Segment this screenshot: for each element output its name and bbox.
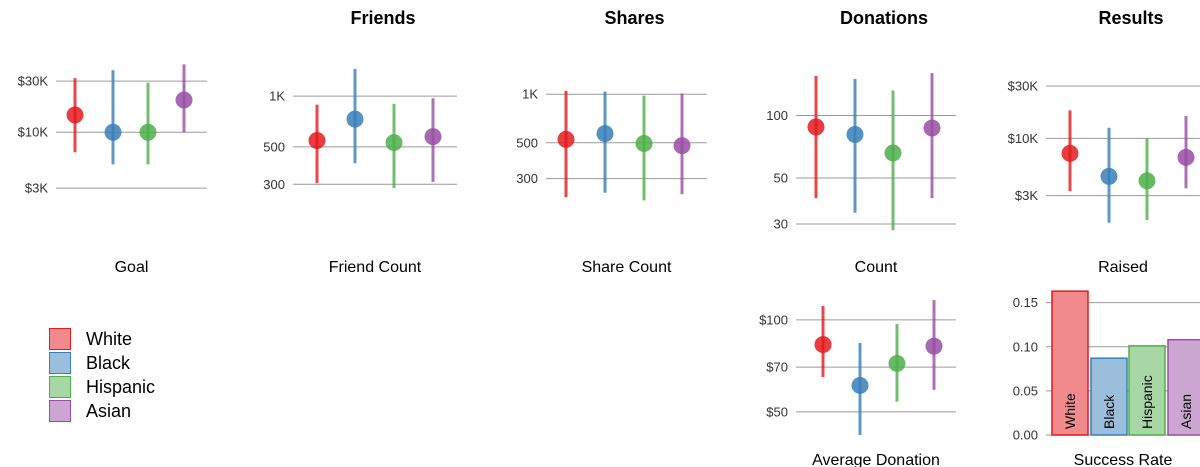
shares-title: Shares	[604, 8, 664, 28]
shares-point-white	[558, 131, 575, 148]
legend: White Black Hispanic Asian	[49, 327, 155, 423]
friends-point-black	[347, 111, 364, 128]
friends-tick-label: 1K	[269, 89, 285, 104]
friends-tick-label: 500	[263, 139, 285, 154]
donations-title: Donations	[840, 8, 928, 28]
goal-point-asian	[176, 92, 193, 109]
friends-point-hispanic	[386, 134, 403, 151]
legend-swatch-hispanic	[49, 376, 71, 398]
goal-tick-label: $10K	[18, 125, 49, 140]
results-point-black	[1101, 168, 1118, 185]
legend-item-black: Black	[49, 351, 155, 375]
legend-label-black: Black	[86, 353, 130, 374]
avg-donation-tick-label: $100	[759, 312, 788, 327]
results-title: Results	[1098, 8, 1163, 28]
avg-donation-point-hispanic	[889, 355, 906, 372]
shares-tick-label: 1K	[522, 87, 538, 102]
legend-label-hispanic: Hispanic	[86, 377, 155, 398]
results-tick-label: $3K	[1015, 188, 1038, 203]
friends-point-asian	[425, 128, 442, 145]
friends-point-white	[309, 132, 326, 149]
results-point-white	[1062, 145, 1079, 162]
legend-item-asian: Asian	[49, 399, 155, 423]
shares-point-asian	[674, 137, 691, 154]
donations-point-black	[847, 126, 864, 143]
goal-tick-label: $3K	[25, 181, 48, 196]
shares-tick-label: 500	[516, 135, 538, 150]
goal-xlabel: Goal	[115, 259, 149, 276]
avg-donation-point-black	[852, 377, 869, 394]
shares-point-black	[597, 125, 614, 142]
bar-label-black: Black	[1101, 394, 1117, 429]
legend-label-asian: Asian	[86, 401, 131, 422]
results-point-hispanic	[1139, 172, 1156, 189]
bar-label-white: White	[1062, 393, 1078, 429]
friends-tick-label: 300	[263, 177, 285, 192]
donations-point-hispanic	[885, 144, 902, 161]
success-rate-tick-label: 0.00	[1013, 428, 1038, 443]
bar-label-hispanic: Hispanic	[1139, 375, 1155, 429]
donations-xlabel: Count	[855, 259, 898, 276]
results-tick-label: $30K	[1008, 79, 1039, 94]
success-rate-tick-label: 0.05	[1013, 383, 1038, 398]
legend-label-white: White	[86, 329, 132, 350]
avg-donation-point-white	[815, 336, 832, 353]
donations-tick-label: 30	[774, 217, 788, 232]
avg-donation-xlabel: Average Donation	[812, 452, 940, 467]
results-xlabel: Raised	[1098, 259, 1148, 276]
avg-donation-tick-label: $70	[766, 360, 788, 375]
shares-point-hispanic	[636, 135, 653, 152]
goal-point-white	[67, 106, 84, 123]
avg-donation-tick-label: $50	[766, 404, 788, 419]
avg-donation-point-asian	[926, 338, 943, 355]
legend-swatch-white	[49, 328, 71, 350]
friends-xlabel: Friend Count	[329, 259, 422, 276]
legend-item-white: White	[49, 327, 155, 351]
results-point-asian	[1178, 149, 1195, 166]
bar-label-asian: Asian	[1178, 394, 1194, 429]
legend-swatch-asian	[49, 400, 71, 422]
donations-point-white	[808, 119, 825, 136]
friends-title: Friends	[350, 8, 415, 28]
goal-point-black	[105, 124, 122, 141]
donations-point-asian	[924, 120, 941, 137]
results-tick-label: $10K	[1008, 131, 1039, 146]
success-rate-tick-label: 0.15	[1013, 295, 1038, 310]
shares-xlabel: Share Count	[582, 259, 672, 276]
legend-item-hispanic: Hispanic	[49, 375, 155, 399]
shares-tick-label: 300	[516, 171, 538, 186]
donations-tick-label: 100	[766, 108, 788, 123]
goal-tick-label: $30K	[18, 74, 49, 89]
success-rate-xlabel: Success Rate	[1074, 452, 1173, 467]
goal-point-hispanic	[140, 124, 157, 141]
legend-swatch-black	[49, 352, 71, 374]
donations-tick-label: 50	[774, 170, 788, 185]
success-rate-tick-label: 0.10	[1013, 339, 1038, 354]
